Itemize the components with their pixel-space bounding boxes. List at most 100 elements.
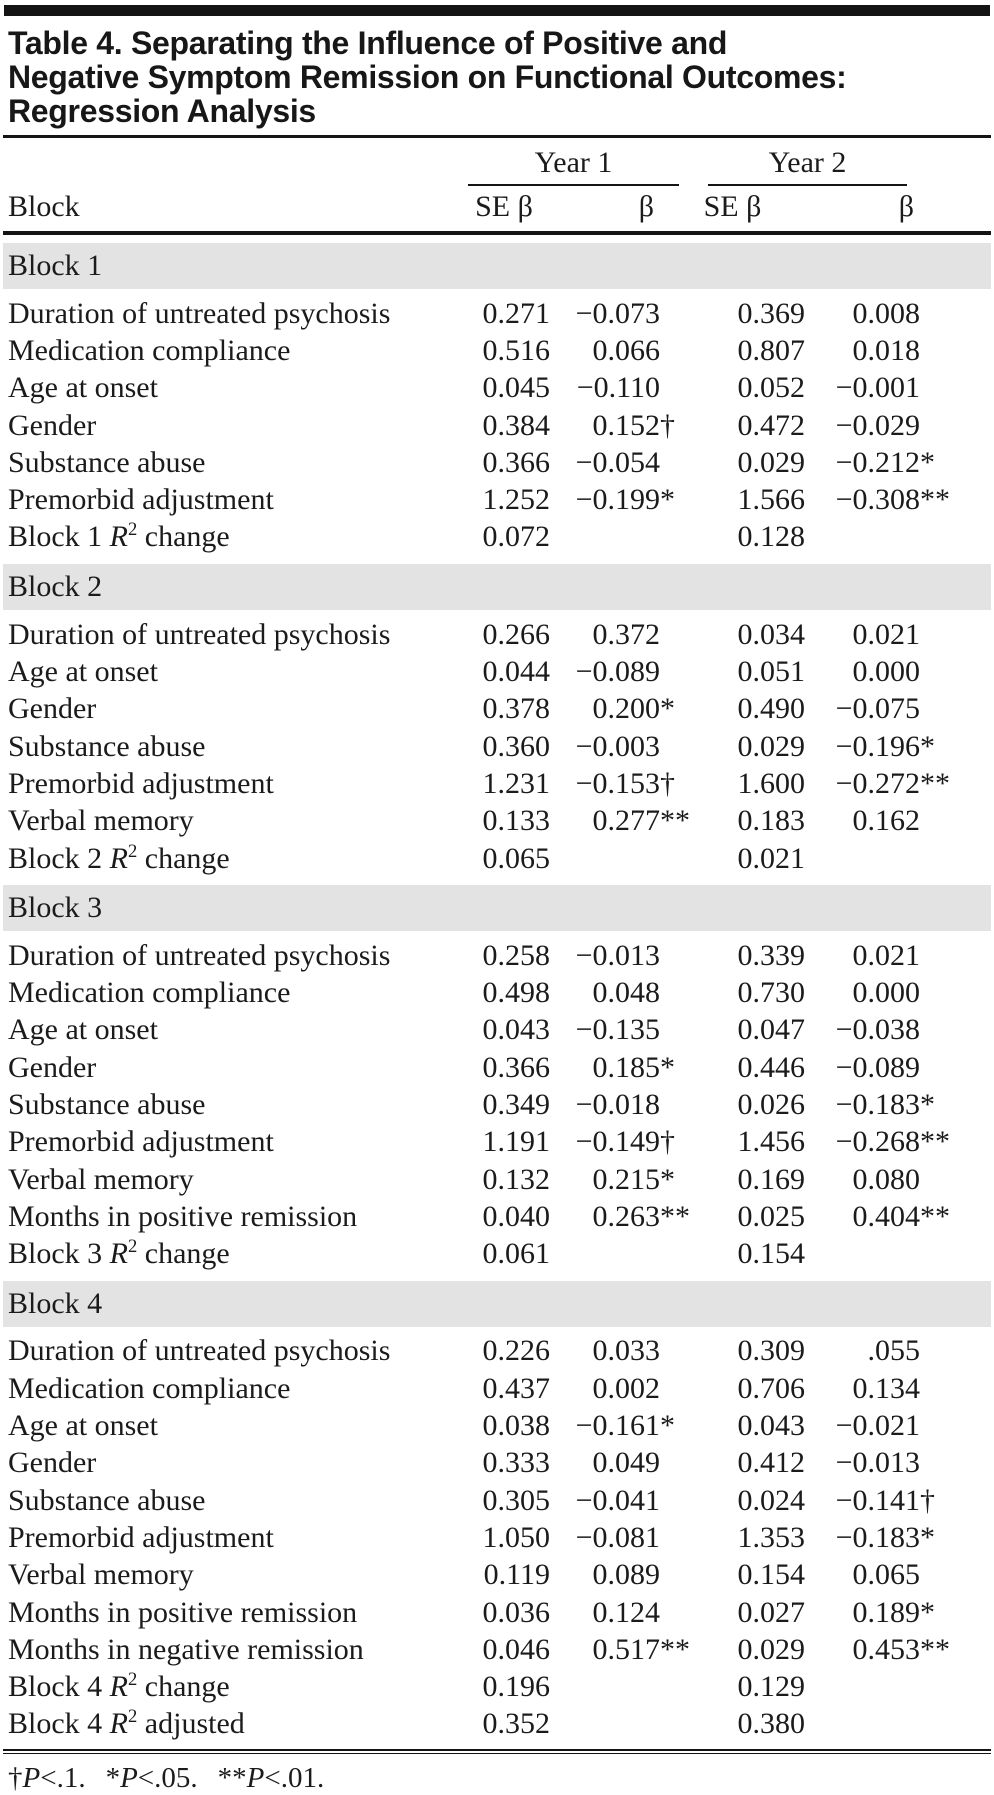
row-label: Substance abuse [8,729,206,763]
value-cell: 0.360 [482,729,551,763]
value-cell: 1.600 [737,766,806,800]
value-cell: −0.054 [575,445,660,479]
year2-header: Year 2 [708,146,907,186]
value-cell: 0.052 [737,371,806,405]
value-cell: 0.025 [737,1199,806,1233]
value-cell: 0.490 [737,692,806,726]
section-header: Block 4 [3,1280,991,1327]
value-cell: 0.266 [482,617,551,651]
table-row: Months in positive remission 0.040 0.263**… [0,1198,994,1235]
value-cell: 1.456 [737,1125,806,1159]
value-cell: −0.041 [575,1483,660,1517]
value-cell: 0.046 [482,1632,551,1666]
value-cell: −0.018 [575,1087,660,1121]
value-cell: 0.154 [737,1558,806,1592]
row-label: Months in negative remission [8,1632,364,1666]
value-cell: 0.018 [852,333,921,367]
value-cell: 0.133 [482,804,551,838]
value-cell: 0.189* [852,1595,936,1629]
value-cell: 0.008 [852,296,921,330]
value-cell: 0.517** [592,1632,691,1666]
row-label: Substance abuse [8,1087,206,1121]
year1-beta-header: β [638,190,654,223]
section-label: Block 4 [8,1286,103,1320]
value-cell: 0.129 [737,1670,806,1704]
value-cell: 0.029 [737,1632,806,1666]
value-cell: 0.072 [482,520,551,554]
value-cell: 0.047 [737,1013,806,1047]
block-column-header: Block [8,190,80,223]
value-cell: −0.038 [835,1013,920,1047]
table-row: Verbal memory 0.132 0.215* 0.169 0.080 [0,1161,994,1198]
value-cell: 1.231 [482,766,551,800]
value-cell: 0.215* [592,1162,676,1196]
value-cell: −0.308** [835,483,950,517]
value-cell: −0.212* [835,445,935,479]
footnote-item: †P<.1. [8,1762,86,1795]
table-row: Medication compliance 0.498 0.048 0.730 0.00… [0,974,994,1011]
row-label: Medication compliance [8,1371,291,1405]
value-cell: 0.036 [482,1595,551,1629]
table-row: Months in negative remission 0.046 0.517**… [0,1631,994,1668]
year2-beta-header: β [898,190,914,223]
row-label: Premorbid adjustment [8,1520,274,1554]
value-cell: 0.271 [482,296,551,330]
value-cell: 0.263** [592,1199,691,1233]
value-cell: −0.075 [835,692,920,726]
section-header: Block 2 [3,564,991,611]
section-header: Block 3 [3,885,991,932]
value-cell: 0.034 [737,617,806,651]
value-cell: 0.333 [482,1446,551,1480]
value-cell: 0.309 [737,1334,806,1368]
header-rule [3,231,991,235]
value-cell: 0.305 [482,1483,551,1517]
section-header: Block 1 [3,243,991,289]
table-row: Verbal memory 0.119 0.089 0.154 0.065 [0,1557,994,1594]
value-cell: −0.135 [575,1013,660,1047]
footnote-item: *P<.05. [105,1762,198,1795]
row-label: Verbal memory [8,804,194,838]
row-label: Premorbid adjustment [8,483,274,517]
row-label: Premorbid adjustment [8,1125,274,1159]
value-cell: −0.089 [835,1050,920,1084]
value-cell: 0.051 [737,655,806,689]
section-label: Block 2 [8,570,103,604]
value-cell: 0.089 [592,1558,661,1592]
table-row: Premorbid adjustment 1.231 −0.153† 1.600 −0.… [0,765,994,802]
table-row: Gender 0.384 0.152† 0.472 −0.029 [0,407,994,444]
value-cell: 0.185* [592,1050,676,1084]
row-label: Duration of untreated psychosis [8,296,391,330]
value-cell: 0.040 [482,1199,551,1233]
value-cell: −0.161* [575,1409,675,1443]
row-label: Age at onset [8,371,158,405]
row-label: Gender [8,1446,97,1480]
row-label: Age at onset [8,1013,158,1047]
row-label: Medication compliance [8,976,291,1010]
value-cell: 0.038 [482,1409,551,1443]
table-row: Substance abuse 0.366 −0.054 0.029 −0.212* [0,444,994,481]
row-label: Substance abuse [8,1483,206,1517]
table-title-line-2: Negative Symptom Remission on Functional… [8,59,847,95]
table-row: Age at onset 0.038 −0.161* 0.043 −0.021 [0,1407,994,1444]
table-row: Gender 0.366 0.185* 0.446 −0.089 [0,1049,994,1086]
table-row: Age at onset 0.043 −0.135 0.047 −0.038 [0,1012,994,1049]
value-cell: 0.169 [737,1162,806,1196]
table-title-line-1: Table 4. Separating the Influence of Pos… [8,25,728,61]
value-cell: 0.029 [737,445,806,479]
value-cell: 0.200* [592,692,676,726]
row-label: Months in positive remission [8,1199,358,1233]
value-cell: −0.110 [576,371,660,405]
table-row: Duration of untreated psychosis 0.258 −0.0… [0,937,994,974]
value-cell: 0.384 [482,408,551,442]
value-cell: 0.369 [737,296,806,330]
footnote: †P<.1. *P<.05. **P<.01. [0,1754,994,1795]
table-row: Gender 0.333 0.049 0.412 −0.013 [0,1445,994,1482]
value-cell: 0.453** [852,1632,951,1666]
year1-se-beta-header: SE β [475,190,533,223]
value-cell: −0.013 [835,1446,920,1480]
value-cell: 0.154 [737,1237,806,1271]
value-cell: −0.272** [835,766,950,800]
value-cell: 0.021 [852,938,921,972]
table-row: Months in positive remission 0.036 0.124 0.… [0,1594,994,1631]
